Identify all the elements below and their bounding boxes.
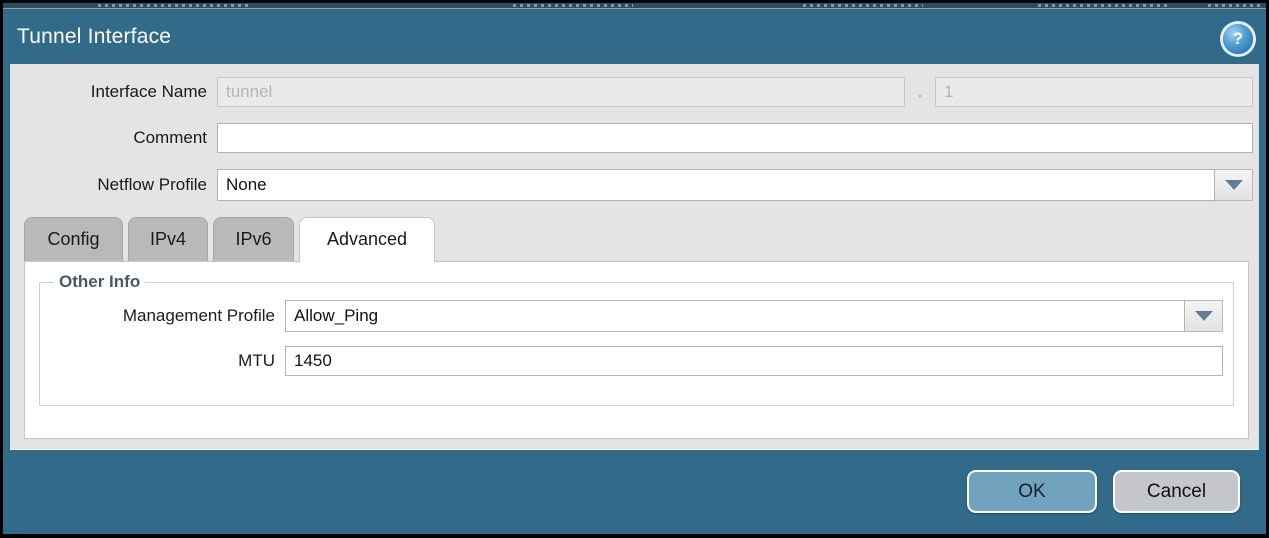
tab-ipv6[interactable]: IPv6 <box>213 217 294 261</box>
comment-row: Comment <box>10 123 1253 153</box>
interface-name-input[interactable] <box>217 77 905 107</box>
netflow-profile-dropdown-button[interactable] <box>1215 169 1253 201</box>
background-text-remnant <box>513 4 633 7</box>
management-profile-label: Management Profile <box>122 306 275 325</box>
other-info-group: Other Info Management Profile Allow_Ping… <box>39 272 1234 406</box>
comment-label: Comment <box>133 128 207 147</box>
comment-input[interactable] <box>217 123 1253 153</box>
background-text-remnant <box>98 4 248 7</box>
management-profile-dropdown[interactable]: Allow_Ping <box>285 300 1223 332</box>
chevron-down-icon <box>1224 180 1243 190</box>
other-info-group-title: Other Info <box>59 272 141 291</box>
interface-name-separator: . <box>917 82 923 101</box>
ok-button[interactable]: OK <box>967 470 1097 513</box>
management-profile-value[interactable]: Allow_Ping <box>285 300 1185 332</box>
dialog-footer: OK Cancel <box>3 450 1266 513</box>
management-profile-row: Management Profile Allow_Ping <box>50 300 1223 332</box>
dialog-titlebar: Tunnel Interface ? <box>3 9 1266 64</box>
mtu-label: MTU <box>238 351 275 370</box>
dialog-title: Tunnel Interface <box>17 24 172 48</box>
interface-name-row: Interface Name . <box>10 77 1253 107</box>
background-text-remnant <box>1038 4 1168 7</box>
chevron-down-icon <box>1194 311 1213 321</box>
management-profile-dropdown-button[interactable] <box>1185 300 1223 332</box>
background-text-remnant <box>1208 4 1263 7</box>
advanced-tab-panel: Other Info Management Profile Allow_Ping… <box>24 261 1249 439</box>
cancel-button[interactable]: Cancel <box>1113 470 1240 513</box>
tab-config[interactable]: Config <box>24 217 123 261</box>
netflow-profile-label: Netflow Profile <box>97 175 207 194</box>
mtu-row: MTU <box>50 346 1223 376</box>
help-icon[interactable]: ? <box>1223 24 1253 54</box>
tab-ipv4[interactable]: IPv4 <box>128 217 208 261</box>
interface-name-label: Interface Name <box>90 82 207 101</box>
netflow-profile-dropdown[interactable]: None <box>217 169 1253 201</box>
background-page-strip <box>3 3 1266 9</box>
form-panel: Interface Name . Comment Netflow Profile… <box>10 64 1259 450</box>
subinterface-number-input[interactable] <box>935 77 1253 107</box>
mtu-input[interactable] <box>285 346 1223 376</box>
background-text-remnant <box>803 4 923 7</box>
netflow-profile-row: Netflow Profile None <box>10 169 1253 201</box>
netflow-profile-value[interactable]: None <box>217 169 1215 201</box>
tab-advanced[interactable]: Advanced <box>299 217 435 263</box>
tab-bar: Config IPv4 IPv6 Advanced <box>24 217 1253 263</box>
